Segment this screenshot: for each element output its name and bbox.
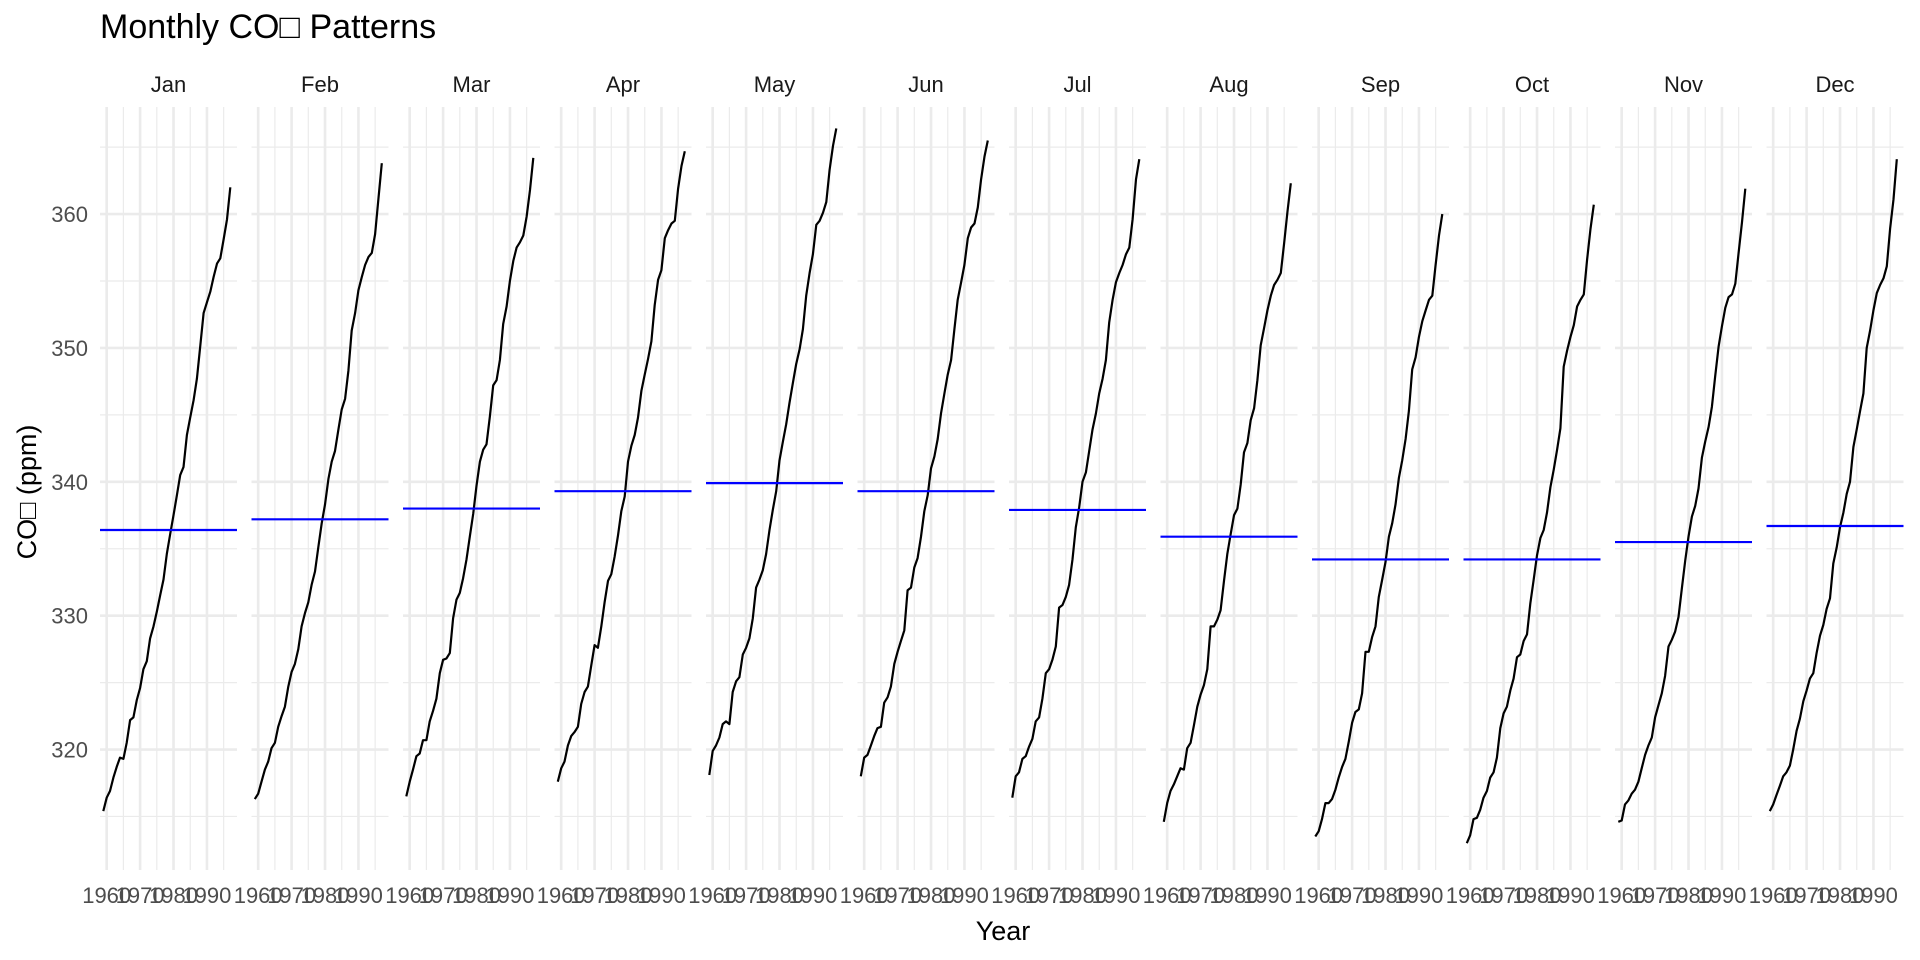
facet-strip-label: Feb	[301, 72, 339, 97]
x-tick-label: 1960	[537, 883, 586, 908]
x-tick-label: 1970	[1631, 883, 1680, 908]
x-tick-label: 1980	[452, 883, 501, 908]
series-line-oct	[1465, 204, 1595, 844]
x-tick-label: 1960	[385, 883, 434, 908]
y-axis-ticks: 320 330 340 350 360	[51, 202, 88, 762]
x-tick-label: 1990	[334, 883, 383, 908]
x-tick-label: 1970	[1782, 883, 1831, 908]
x-tick-label: 1960	[1143, 883, 1192, 908]
facet-strip-label: May	[754, 72, 796, 97]
x-tick-label: 1970	[1025, 883, 1074, 908]
x-tick-label: 1970	[267, 883, 316, 908]
series-line-dec	[1768, 159, 1898, 812]
facet-strip-label: Mar	[453, 72, 491, 97]
series-line-jan	[102, 187, 232, 812]
x-tick-label: 1960	[688, 883, 737, 908]
x-tick-label: 1990	[485, 883, 534, 908]
series-line-feb	[253, 163, 383, 800]
x-tick-label: 1980	[301, 883, 350, 908]
x-tick-label: 1990	[1243, 883, 1292, 908]
x-tick-label: 1990	[1849, 883, 1898, 908]
series-line-jul	[1011, 159, 1141, 798]
facet-panels: Jan1960197019801990Feb1960197019801990Ma…	[82, 72, 1904, 908]
y-tick-label: 340	[51, 470, 88, 495]
x-tick-label: 1960	[234, 883, 283, 908]
x-tick-label: 1970	[722, 883, 771, 908]
y-axis-title: CO□ (ppm)	[12, 425, 42, 560]
series-line-apr	[556, 150, 686, 782]
x-tick-label: 1990	[182, 883, 231, 908]
x-tick-label: 1990	[1394, 883, 1443, 908]
x-tick-label: 1960	[1294, 883, 1343, 908]
series-line-mar	[405, 157, 535, 797]
series-line-sep	[1314, 213, 1444, 838]
y-tick-label: 320	[51, 738, 88, 763]
x-tick-label: 1980	[1513, 883, 1562, 908]
x-tick-label: 1960	[840, 883, 889, 908]
x-tick-label: 1960	[991, 883, 1040, 908]
x-tick-label: 1980	[1058, 883, 1107, 908]
facet-strip-label: Jul	[1063, 72, 1091, 97]
y-tick-label: 330	[51, 604, 88, 629]
x-tick-label: 1960	[82, 883, 131, 908]
facet-strip-label: Aug	[1209, 72, 1248, 97]
facet-strip-label: Jun	[908, 72, 943, 97]
y-tick-label: 350	[51, 336, 88, 361]
x-tick-label: 1960	[1446, 883, 1495, 908]
series-line-nov	[1617, 188, 1747, 823]
x-tick-label: 1960	[1749, 883, 1798, 908]
x-tick-label: 1960	[1597, 883, 1646, 908]
y-tick-label: 360	[51, 202, 88, 227]
series-line-may	[708, 128, 838, 776]
x-tick-label: 1970	[873, 883, 922, 908]
x-axis-title: Year	[976, 916, 1031, 946]
x-tick-label: 1970	[1479, 883, 1528, 908]
facet-strip-label: Nov	[1664, 72, 1703, 97]
x-tick-label: 1990	[1546, 883, 1595, 908]
series-line-jun	[859, 140, 989, 777]
x-tick-label: 1970	[1176, 883, 1225, 908]
x-tick-label: 1980	[1816, 883, 1865, 908]
x-tick-label: 1990	[1697, 883, 1746, 908]
x-tick-label: 1990	[940, 883, 989, 908]
facet-strip-label: Apr	[606, 72, 640, 97]
x-tick-label: 1980	[604, 883, 653, 908]
facet-strip-label: Oct	[1515, 72, 1549, 97]
x-tick-label: 1980	[907, 883, 956, 908]
series-line-aug	[1162, 183, 1292, 822]
x-tick-label: 1990	[788, 883, 837, 908]
x-tick-label: 1980	[1361, 883, 1410, 908]
x-tick-label: 1970	[419, 883, 468, 908]
facet-strip-label: Sep	[1361, 72, 1400, 97]
x-tick-label: 1980	[1664, 883, 1713, 908]
x-tick-label: 1980	[1210, 883, 1259, 908]
x-tick-label: 1970	[570, 883, 619, 908]
facet-strip-label: Jan	[151, 72, 186, 97]
chart-title: Monthly CO□ Patterns	[100, 8, 436, 46]
x-tick-label: 1980	[149, 883, 198, 908]
x-tick-label: 1970	[1328, 883, 1377, 908]
x-tick-label: 1990	[1091, 883, 1140, 908]
x-tick-label: 1980	[755, 883, 804, 908]
facet-strip-label: Dec	[1815, 72, 1854, 97]
x-tick-label: 1970	[116, 883, 165, 908]
x-tick-label: 1990	[637, 883, 686, 908]
